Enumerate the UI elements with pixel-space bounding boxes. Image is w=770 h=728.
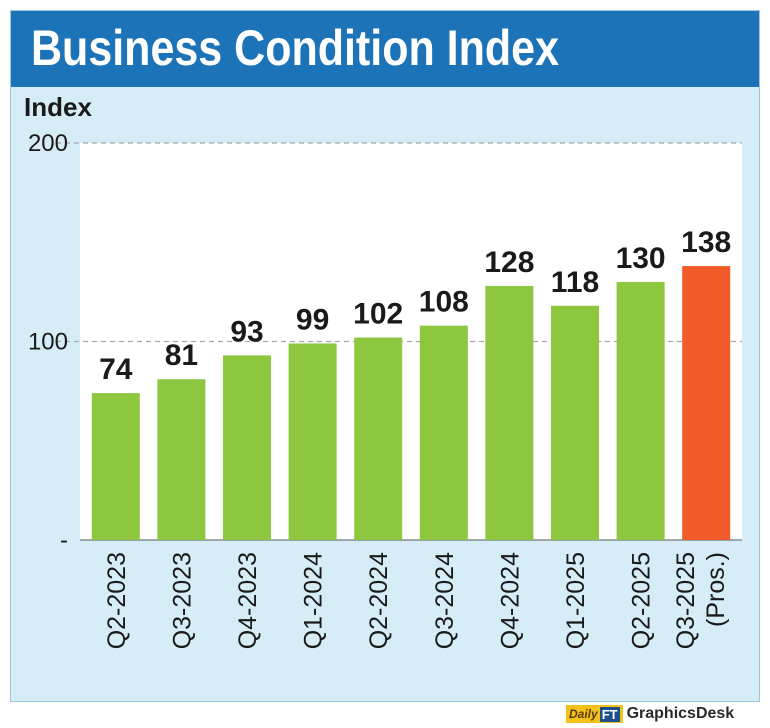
title-bar: Business Condition Index [11,11,759,87]
data-label: 93 [230,315,263,348]
x-tick-label: Q2-2023 [103,552,131,649]
x-tick-label: Q4-2024 [496,552,524,649]
x-tick-sublabel: (Pros.) [702,552,730,627]
data-label: 74 [99,353,133,386]
data-label: 118 [551,266,599,299]
bar [223,355,271,540]
x-tick-label: Q1-2024 [300,552,328,649]
y-axis-label: Index [24,92,92,122]
x-tick-label: Q2-2025 [628,552,656,649]
bar [419,325,468,540]
chart-title: Business Condition Index [31,20,559,76]
y-tick-label: 100 [28,329,68,356]
x-tick-label: Q1-2025 [562,552,590,649]
bar [485,285,534,540]
credit-text: GraphicsDesk [626,705,735,722]
data-label: 108 [419,286,469,319]
bar [354,337,403,540]
data-label: 128 [484,246,534,279]
y-tick-label: 200 [28,130,68,157]
x-tick-label: Q4-2023 [234,552,262,649]
bar [91,393,140,540]
data-label: 81 [165,339,198,372]
data-label: 102 [353,298,403,331]
bar [157,379,206,540]
bar [682,266,731,540]
bar [288,343,337,540]
x-tick-label: Q3-2025 [672,552,700,649]
data-label: 130 [616,242,666,275]
bar [551,305,599,540]
data-label: 99 [296,303,329,336]
y-tick-label: - [60,527,68,554]
graphics-credit: Daily FT GraphicsDesk [566,704,734,724]
bar [616,281,665,540]
data-label: 138 [681,226,731,259]
x-tick-label: Q3-2024 [431,552,459,649]
x-tick-label: Q3-2023 [168,552,196,649]
x-tick-label: Q2-2024 [365,552,393,649]
daily-ft-logo: Daily FT [566,705,623,723]
